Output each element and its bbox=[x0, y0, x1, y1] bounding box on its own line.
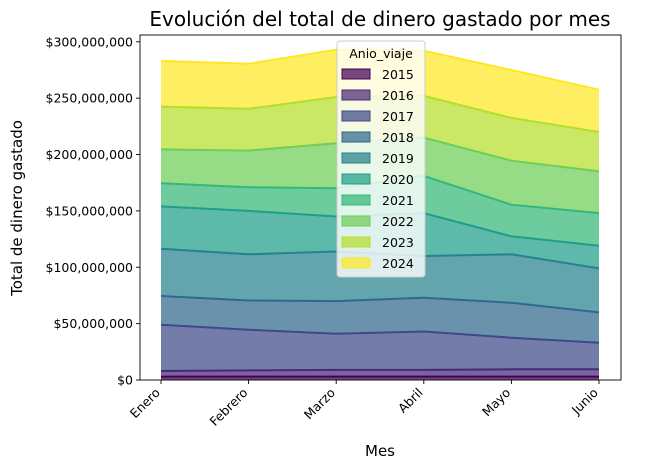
y-tick-label: $300,000,000 bbox=[46, 34, 134, 49]
x-tick-label: Junio bbox=[568, 385, 601, 418]
legend-label-2016: 2016 bbox=[382, 88, 414, 103]
area-layers bbox=[161, 49, 599, 380]
legend-swatch-2022 bbox=[341, 215, 371, 227]
x-tick-label: Abril bbox=[395, 385, 426, 416]
legend-swatch-2020 bbox=[341, 173, 371, 185]
legend-label-2020: 2020 bbox=[382, 172, 414, 187]
x-tick-label: Mayo bbox=[479, 385, 513, 419]
y-tick-label: $0 bbox=[117, 373, 133, 388]
legend-swatch-2018 bbox=[341, 131, 371, 143]
legend-label-2021: 2021 bbox=[382, 193, 414, 208]
x-tick-label: Febrero bbox=[206, 385, 250, 429]
x-tick-label: Enero bbox=[127, 385, 163, 421]
legend-label-2015: 2015 bbox=[382, 67, 414, 82]
series-line-2016 bbox=[160, 368, 599, 372]
y-tick-label: $250,000,000 bbox=[46, 91, 134, 106]
legend-swatch-2023 bbox=[341, 236, 371, 248]
series-line-2017 bbox=[160, 323, 600, 344]
legend-swatch-2019 bbox=[341, 152, 371, 164]
legend-swatch-2016 bbox=[341, 89, 371, 101]
legend-label-2018: 2018 bbox=[382, 130, 414, 145]
legend-title: Anio_viaje bbox=[349, 46, 413, 61]
legend-swatch-2021 bbox=[341, 194, 371, 206]
legend-label-2022: 2022 bbox=[382, 214, 414, 229]
series-line-2018 bbox=[160, 295, 600, 314]
chart-title: Evolución del total de dinero gastado po… bbox=[149, 7, 610, 31]
area-series-2018 bbox=[161, 296, 599, 343]
legend-swatch-2015 bbox=[341, 68, 371, 80]
y-axis: $0 $50,000,000 $100,000,000 $150,000,000 $20… bbox=[46, 34, 140, 388]
y-axis-label: Total de dinero gastado bbox=[8, 120, 26, 297]
y-tick-label: $200,000,000 bbox=[46, 147, 134, 162]
legend-swatch-2024 bbox=[341, 257, 371, 269]
x-axis: Enero Febrero Marzo Abril Mayo Junio bbox=[127, 380, 601, 429]
legend-label-2024: 2024 bbox=[382, 256, 414, 271]
plot-frame bbox=[139, 34, 622, 381]
legend-label-2017: 2017 bbox=[382, 109, 414, 124]
legend-label-2023: 2023 bbox=[382, 235, 414, 250]
area-series-2019 bbox=[161, 248, 599, 313]
legend: Anio_viaje 2015 2016 2017 2018 2019 2020 2021 20… bbox=[336, 40, 426, 278]
x-tick-label: Marzo bbox=[301, 385, 338, 422]
legend-swatch-2017 bbox=[341, 110, 371, 122]
y-tick-label: $150,000,000 bbox=[46, 203, 134, 218]
legend-label-2019: 2019 bbox=[382, 151, 414, 166]
y-tick-label: $100,000,000 bbox=[46, 260, 134, 275]
y-tick-label: $50,000,000 bbox=[53, 316, 133, 331]
x-axis-label: Mes bbox=[365, 442, 395, 460]
